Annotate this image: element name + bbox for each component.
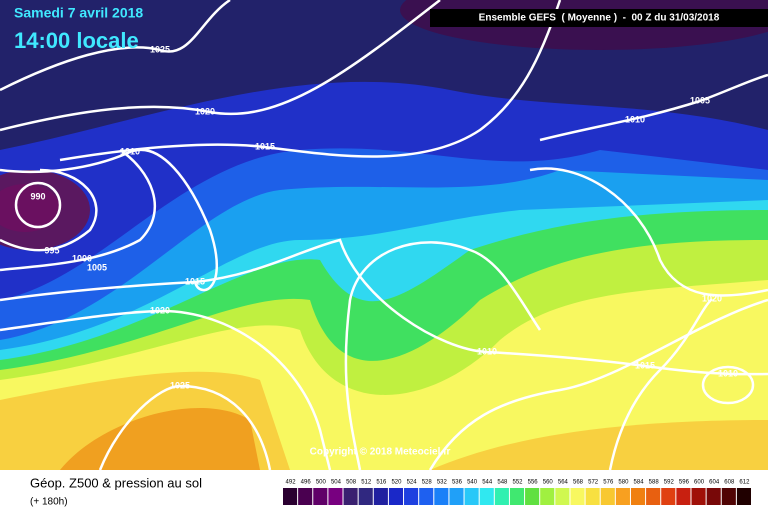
- isobar-label: 1020: [702, 293, 722, 303]
- isobar-label: 1015: [185, 276, 205, 286]
- scale-label: 608: [724, 480, 735, 486]
- scale-swatch: [358, 488, 373, 505]
- isobar-label: 1010: [477, 346, 497, 356]
- scale-swatch: [555, 488, 570, 505]
- scale-swatch: [328, 488, 343, 505]
- scale-label: 548: [497, 480, 508, 486]
- scale-label: 592: [664, 480, 675, 486]
- legend-lead: (+ 180h): [30, 497, 68, 508]
- scale-label: 540: [467, 480, 478, 486]
- legend-bar: Géop. Z500 & pression au sol (+ 180h) 49…: [0, 470, 768, 512]
- scale-label: 604: [709, 480, 720, 486]
- scale-label: 508: [346, 480, 357, 486]
- forecast-time: 14:00 locale: [14, 28, 139, 53]
- isobar-labels: 1025102010151010990995100010051015102010…: [30, 44, 738, 390]
- forecast-date: Samedi 7 avril 2018: [14, 5, 143, 21]
- isobar-label: 995: [44, 245, 59, 255]
- scale-swatch: [721, 488, 736, 505]
- run-info: Ensemble GEFS ( Moyenne ) - 00 Z du 31/0…: [479, 13, 720, 24]
- isobar-label: 990: [30, 191, 45, 201]
- scale-swatch: [404, 488, 419, 505]
- scale-label: 612: [739, 480, 750, 486]
- scale-label: 576: [603, 480, 614, 486]
- isobar-label: 1010: [625, 114, 645, 124]
- scale-swatch: [388, 488, 404, 505]
- scale-label: 504: [331, 480, 342, 486]
- isobar-label: 1000: [72, 253, 92, 263]
- scale-label: 500: [316, 480, 327, 486]
- scale-swatch: [691, 488, 706, 505]
- scale-swatch: [676, 488, 691, 505]
- scale-swatch: [706, 488, 721, 505]
- scale-swatch: [464, 488, 479, 505]
- scale-swatch: [373, 488, 388, 505]
- isobar-label: 1020: [150, 305, 170, 315]
- color-scale: 492 496 500 504 508 512 516 520 524 528 532 536 540 5…: [283, 480, 751, 505]
- scale-swatch: [298, 488, 313, 505]
- scale-swatch: [479, 488, 494, 505]
- isobar-label: 1015: [255, 141, 275, 151]
- isobar-label: 1025: [170, 380, 190, 390]
- scale-label: 516: [376, 480, 387, 486]
- scale-label: 556: [528, 480, 539, 486]
- scale-label: 492: [286, 480, 297, 486]
- scale-swatch: [570, 488, 585, 505]
- scale-swatch: [630, 488, 646, 505]
- isobar-label: 1005: [690, 95, 710, 105]
- scale-label: 496: [301, 480, 312, 486]
- scale-label: 572: [588, 480, 599, 486]
- scale-swatch: [313, 488, 328, 505]
- scale-label: 600: [694, 480, 705, 486]
- scale-label: 520: [391, 480, 402, 486]
- map: 1025102010151010990995100010051015102010…: [0, 0, 768, 471]
- scale-label: 584: [634, 480, 645, 486]
- scale-label: 588: [649, 480, 660, 486]
- scale-label: 524: [407, 480, 418, 486]
- scale-label: 544: [482, 480, 493, 486]
- isobar-label: 1020: [195, 106, 215, 116]
- isobar-label: 1005: [87, 262, 107, 272]
- scale-swatch: [600, 488, 615, 505]
- isobar-label: 1010: [718, 368, 738, 378]
- scale-swatch: [736, 488, 751, 505]
- scale-label: 512: [361, 480, 372, 486]
- scale-swatch: [615, 488, 630, 505]
- isobar-label: 1010: [120, 146, 140, 156]
- scale-swatch: [283, 488, 298, 505]
- scale-label: 596: [679, 480, 690, 486]
- scale-swatch: [343, 488, 358, 505]
- legend-title: Géop. Z500 & pression au sol: [30, 475, 202, 490]
- isobar-label: 1015: [635, 360, 655, 370]
- scale-label: 564: [558, 480, 569, 486]
- scale-label: 528: [422, 480, 433, 486]
- scale-swatch: [494, 488, 509, 505]
- scale-swatch: [434, 488, 449, 505]
- scale-label: 536: [452, 480, 463, 486]
- scale-swatch: [419, 488, 434, 505]
- scale-label: 568: [573, 480, 584, 486]
- scale-swatch: [585, 488, 600, 505]
- scale-swatch: [509, 488, 525, 505]
- scale-swatch: [449, 488, 464, 505]
- scale-label: 532: [437, 480, 448, 486]
- scale-label: 552: [512, 480, 523, 486]
- scale-swatch: [646, 488, 661, 505]
- isobar-label: 1025: [150, 44, 170, 54]
- scale-swatch: [661, 488, 676, 505]
- scale-label: 580: [618, 480, 629, 486]
- scale-swatch: [525, 488, 540, 505]
- copyright: Copyright © 2018 Meteociel.fr: [310, 447, 451, 458]
- scale-swatch: [540, 488, 555, 505]
- scale-label: 560: [543, 480, 554, 486]
